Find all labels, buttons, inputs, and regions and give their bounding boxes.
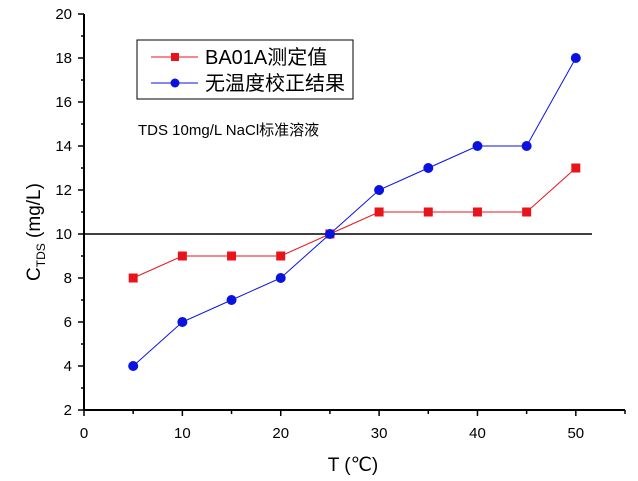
data-point-square xyxy=(571,163,581,173)
y-axis-label: CTDS (mg/L) xyxy=(24,183,48,281)
data-point-square xyxy=(177,251,187,261)
data-point-circle xyxy=(177,317,188,327)
data-point-square xyxy=(423,207,433,217)
x-tick-label: 10 xyxy=(174,425,191,442)
y-tick-label: 14 xyxy=(55,138,72,155)
legend: BA01A测定值 无温度校正结果 xyxy=(136,39,354,100)
data-point-circle xyxy=(570,53,581,63)
annotation: TDS 10mg/L NaCl标准溶液 xyxy=(138,122,319,139)
data-point-square xyxy=(472,207,482,217)
data-point-square xyxy=(128,273,138,283)
data-point-circle xyxy=(275,273,286,283)
x-axis-label: T (℃) xyxy=(328,455,379,476)
data-point-circle xyxy=(324,229,335,239)
y-tick-label: 8 xyxy=(64,270,72,287)
y-tick-label: 12 xyxy=(55,182,72,199)
data-point-square xyxy=(276,251,286,261)
svg-text:CTDS (mg/L): CTDS (mg/L) xyxy=(24,183,48,281)
x-tick-label: 20 xyxy=(272,425,289,442)
x-tick-label: 0 xyxy=(80,425,88,442)
data-point-circle xyxy=(423,163,434,173)
y-tick-label: 20 xyxy=(55,6,72,23)
y-tick-label: 4 xyxy=(64,358,72,375)
x-tick-label: 30 xyxy=(371,425,388,442)
data-point-circle xyxy=(472,141,483,151)
data-point-circle xyxy=(374,185,385,195)
y-tick-label: 2 xyxy=(64,402,72,419)
data-point-square xyxy=(227,251,237,261)
data-point-circle xyxy=(226,295,237,305)
series-line-0 xyxy=(132,167,577,279)
legend-label-0: BA01A测定值 xyxy=(205,46,327,69)
data-point-circle xyxy=(128,361,139,371)
legend-label-1: 无温度校正结果 xyxy=(205,72,345,95)
legend-marker-red xyxy=(171,53,179,61)
y-tick-label: 16 xyxy=(55,94,72,111)
data-point-circle xyxy=(521,141,532,151)
y-tick-label: 10 xyxy=(55,226,72,243)
y-tick-label: 6 xyxy=(64,314,72,331)
y-tick-label: 18 xyxy=(55,50,72,67)
data-point-square xyxy=(374,207,384,217)
x-tick-label: 50 xyxy=(567,425,584,442)
series-line-1 xyxy=(132,57,577,367)
x-tick-label: 40 xyxy=(469,425,486,442)
data-point-square xyxy=(522,207,532,217)
legend-marker-blue xyxy=(170,78,180,88)
